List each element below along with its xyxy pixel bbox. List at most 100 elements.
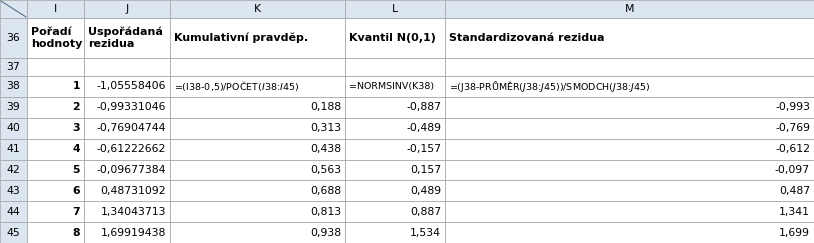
Bar [0, 159, 27, 180]
Text: -0,61222662: -0,61222662 [97, 144, 166, 154]
Bar [170, 58, 345, 76]
Bar [170, 97, 345, 118]
Text: -0,097: -0,097 [775, 165, 810, 175]
Text: 39: 39 [7, 102, 20, 112]
Bar [27, 180, 84, 201]
Text: 42: 42 [7, 165, 20, 175]
Text: 0,487: 0,487 [779, 186, 810, 196]
Text: 0,188: 0,188 [310, 102, 341, 112]
Bar [0, 58, 27, 76]
Bar [345, 180, 445, 201]
Text: 0,48731092: 0,48731092 [100, 186, 166, 196]
Text: -0,887: -0,887 [406, 102, 441, 112]
Text: Kvantil N(0,1): Kvantil N(0,1) [349, 33, 435, 43]
Text: 0,563: 0,563 [310, 165, 341, 175]
Bar [170, 180, 345, 201]
Bar [0, 118, 27, 139]
Bar [445, 118, 814, 139]
Text: 0,887: 0,887 [410, 207, 441, 217]
Text: I: I [54, 4, 57, 14]
Bar [345, 58, 445, 76]
Text: =(J38-PRŮMĚR($J$38:$J$45))/SMODCH($J$38:$J$45): =(J38-PRŮMĚR($J$38:$J$45))/SMODCH($J$38:… [449, 79, 650, 94]
Bar [27, 222, 84, 243]
Bar [27, 0, 84, 18]
Bar [170, 159, 345, 180]
Bar [445, 76, 814, 97]
Bar [345, 222, 445, 243]
Text: 0,157: 0,157 [410, 165, 441, 175]
Text: 7: 7 [72, 207, 80, 217]
Bar [445, 139, 814, 159]
Bar [345, 97, 445, 118]
Bar [0, 76, 27, 97]
Bar [27, 159, 84, 180]
Bar [0, 0, 27, 18]
Bar [445, 159, 814, 180]
Text: 37: 37 [7, 62, 20, 72]
Bar [27, 76, 84, 97]
Text: Pořadí
hodnoty: Pořadí hodnoty [31, 27, 82, 49]
Text: 45: 45 [7, 227, 20, 238]
Bar [84, 76, 170, 97]
Text: 40: 40 [7, 123, 20, 133]
Bar [84, 201, 170, 222]
Text: 3: 3 [72, 123, 80, 133]
Text: 5: 5 [72, 165, 80, 175]
Bar [0, 18, 27, 58]
Bar [345, 159, 445, 180]
Bar [27, 201, 84, 222]
Text: 1,534: 1,534 [410, 227, 441, 238]
Bar [345, 201, 445, 222]
Bar [445, 18, 814, 58]
Text: K: K [254, 4, 261, 14]
Text: -0,993: -0,993 [775, 102, 810, 112]
Text: -0,09677384: -0,09677384 [97, 165, 166, 175]
Bar [27, 139, 84, 159]
Text: 44: 44 [7, 207, 20, 217]
Text: -0,76904744: -0,76904744 [97, 123, 166, 133]
Bar [84, 0, 170, 18]
Bar [0, 139, 27, 159]
Bar [27, 18, 84, 58]
Text: 0,438: 0,438 [310, 144, 341, 154]
Text: 0,313: 0,313 [310, 123, 341, 133]
Bar [0, 201, 27, 222]
Bar [345, 139, 445, 159]
Bar [445, 0, 814, 18]
Text: 0,813: 0,813 [310, 207, 341, 217]
Text: Standardizovaná rezidua: Standardizovaná rezidua [449, 33, 605, 43]
Text: -1,05558406: -1,05558406 [97, 81, 166, 91]
Text: -0,489: -0,489 [406, 123, 441, 133]
Text: 1: 1 [72, 81, 80, 91]
Bar [84, 118, 170, 139]
Text: =NORMSINV(K38): =NORMSINV(K38) [349, 82, 434, 91]
Bar [445, 180, 814, 201]
Bar [27, 118, 84, 139]
Text: 36: 36 [7, 33, 20, 43]
Text: 0,938: 0,938 [310, 227, 341, 238]
Bar [170, 118, 345, 139]
Bar [84, 58, 170, 76]
Bar [84, 159, 170, 180]
Text: -0,769: -0,769 [775, 123, 810, 133]
Bar [170, 18, 345, 58]
Text: 0,688: 0,688 [310, 186, 341, 196]
Text: 43: 43 [7, 186, 20, 196]
Bar [84, 18, 170, 58]
Text: 1,69919438: 1,69919438 [101, 227, 166, 238]
Bar [170, 76, 345, 97]
Bar [170, 139, 345, 159]
Text: -0,99331046: -0,99331046 [97, 102, 166, 112]
Text: L: L [392, 4, 398, 14]
Bar [445, 58, 814, 76]
Text: Kumulativní pravděp.: Kumulativní pravděp. [174, 33, 309, 43]
Bar [345, 18, 445, 58]
Bar [445, 201, 814, 222]
Text: 2: 2 [72, 102, 80, 112]
Bar [445, 222, 814, 243]
Bar [170, 222, 345, 243]
Text: -0,612: -0,612 [775, 144, 810, 154]
Bar [0, 180, 27, 201]
Bar [0, 222, 27, 243]
Bar [84, 180, 170, 201]
